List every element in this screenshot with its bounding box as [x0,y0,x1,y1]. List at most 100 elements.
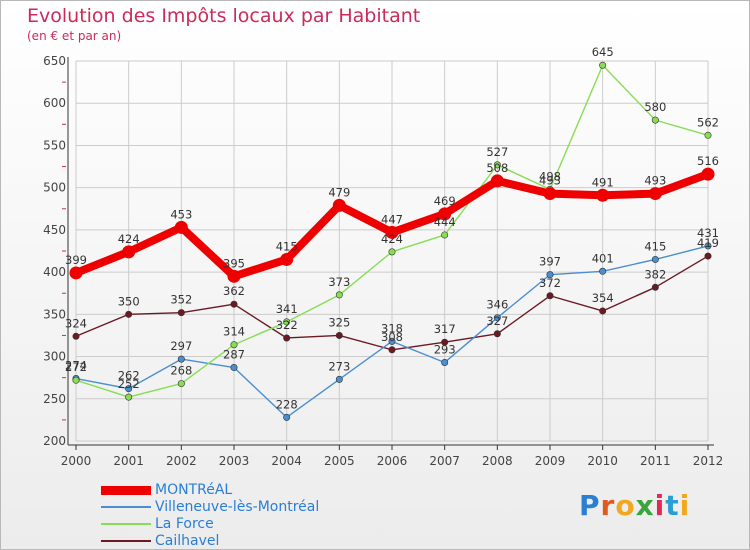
logo-letter: P [579,489,601,522]
data-point [388,346,396,354]
data-label: 419 [697,236,719,250]
data-label: 252 [118,377,140,391]
data-label: 395 [223,256,245,270]
data-label: 447 [381,212,403,226]
data-point [335,291,343,299]
data-point [543,187,557,201]
data-label: 352 [170,293,192,307]
x-tick-label: 2007 [429,454,460,468]
data-point [490,174,504,188]
data-point [441,231,449,239]
x-tick-label: 2008 [482,454,513,468]
data-label: 382 [644,267,666,281]
data-label: 322 [276,318,298,332]
data-point [177,309,185,317]
data-label: 498 [539,169,561,183]
legend-label-montreal: MONTRéAL [155,482,233,498]
data-point [335,331,343,339]
x-tick-label: 2004 [271,454,302,468]
data-label: 479 [328,185,350,199]
x-tick-label: 2000 [61,454,92,468]
data-point [177,380,185,388]
logo-letter: r [600,489,616,522]
logo-letter: x [635,489,655,522]
data-point [69,266,83,280]
logo-letter: o [615,489,636,522]
x-tick-label: 2012 [693,454,724,468]
data-label: 327 [486,314,508,328]
data-point [227,269,241,283]
legend-swatch-cailhavel [101,540,151,542]
data-label: 444 [434,215,456,229]
data-label: 469 [434,194,456,208]
data-label: 287 [223,348,245,362]
data-label: 293 [434,342,456,356]
chart-subtitle: (en € et par an) [27,29,122,43]
data-point [651,116,659,124]
data-label: 297 [170,339,192,353]
data-point [72,332,80,340]
data-label: 516 [697,154,719,168]
data-label: 262 [118,369,140,383]
data-point [438,207,452,221]
data-label: 491 [592,175,614,189]
data-point [122,245,136,259]
data-point [648,187,662,201]
data-label: 493 [539,174,561,188]
data-label: 273 [328,359,350,373]
data-label: 527 [486,145,508,159]
data-point [72,376,80,384]
legend-label-la-force: La Force [155,516,214,532]
y-tick-label: 400 [43,265,66,279]
data-label: 373 [328,275,350,289]
y-tick-label: 450 [43,223,66,237]
legend-swatch-montreal [101,486,151,495]
proxiti-logo: Proxiti [579,489,690,522]
data-label: 401 [592,251,614,265]
data-label: 268 [170,364,192,378]
y-tick-label: 200 [43,434,66,448]
legend-label-cailhavel: Cailhavel [155,533,220,549]
data-label: 354 [592,291,614,305]
logo-letter: i [654,489,666,522]
data-point [283,413,291,421]
data-point [651,283,659,291]
data-label: 372 [539,276,561,290]
data-point [493,161,501,169]
data-point [704,131,712,139]
x-tick-label: 2003 [219,454,250,468]
chart-title: Evolution des Impôts locaux par Habitant [27,5,421,27]
y-tick-label: 550 [43,138,66,152]
x-tick-label: 2006 [377,454,408,468]
data-point [599,267,607,275]
y-tick-label: 650 [43,54,66,68]
data-point [174,220,188,234]
legend-label-villeneuve: Villeneuve-lès-Montréal [155,499,320,515]
data-point [388,337,396,345]
data-label: 346 [486,298,508,312]
data-point [283,334,291,342]
data-point [599,61,607,69]
data-point [332,198,346,212]
data-point [280,252,294,266]
data-point [546,292,554,300]
data-point [125,310,133,318]
data-label: 317 [434,322,456,336]
logo-letter: i [679,489,691,522]
x-tick-label: 2002 [166,454,197,468]
data-point [283,318,291,326]
data-point [125,393,133,401]
x-tick-label: 2011 [640,454,671,468]
data-label: 424 [118,232,140,246]
data-label: 350 [118,294,140,308]
data-point [599,307,607,315]
data-label: 424 [381,232,403,246]
y-tick-label: 600 [43,96,66,110]
data-point [493,330,501,338]
data-point [230,341,238,349]
data-point [651,255,659,263]
data-label: 562 [697,115,719,129]
x-tick-label: 2009 [535,454,566,468]
data-point [388,248,396,256]
